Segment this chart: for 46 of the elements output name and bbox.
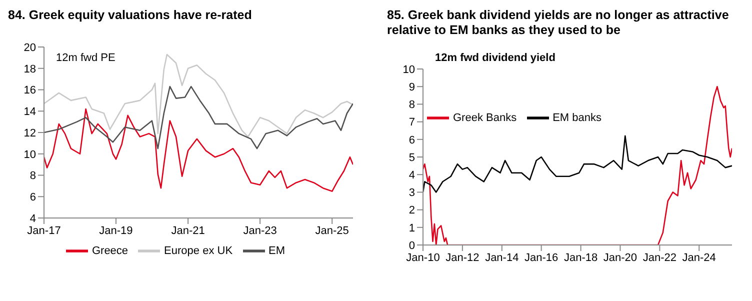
legend-label: Europe ex UK	[164, 244, 233, 257]
y-axis-title: 12m fwd PE	[56, 52, 116, 64]
y-tick-label: 2	[408, 204, 415, 217]
line-series	[44, 54, 353, 138]
y-tick-label: 3	[408, 187, 415, 200]
x-tick-label: Jan-10	[406, 252, 440, 264]
y-tick-label: 8	[30, 170, 36, 182]
chart-title: 84. Greek equity valuations have re-rated	[8, 8, 253, 24]
y-axis-title: 12m fwd dividend yield	[435, 52, 556, 64]
y-tick-label: 9	[408, 82, 415, 94]
x-tick-label: Jan-16	[524, 252, 558, 264]
x-tick-label: Jan-22	[642, 252, 677, 264]
y-tick-label: 6	[408, 134, 415, 146]
x-tick-label: Jan-19	[99, 224, 133, 237]
y-tick-label: 10	[402, 64, 415, 76]
x-tick-label: Jan-25	[315, 224, 349, 237]
x-tick-label: Jan-20	[603, 252, 638, 264]
y-tick-label: 18	[24, 63, 36, 76]
y-tick-label: 16	[24, 84, 36, 97]
legend-label: Greece	[92, 244, 128, 257]
y-tick-label: 14	[24, 106, 36, 118]
y-tick-label: 1	[408, 222, 415, 234]
legend-label: EM	[268, 244, 286, 257]
y-tick-label: 7	[408, 116, 415, 129]
y-tick-label: 0	[408, 240, 415, 252]
y-tick-label: 10	[24, 148, 36, 161]
legend-label: EM banks	[552, 112, 602, 124]
line-series	[44, 108, 353, 192]
x-tick-label: Jan-21	[171, 224, 205, 237]
x-tick-label: Jan-17	[27, 224, 61, 237]
y-tick-label: 5	[408, 152, 415, 164]
line-series	[423, 135, 732, 193]
legend-label: Greek Banks	[453, 112, 517, 124]
x-tick-label: Jan-12	[446, 252, 480, 264]
y-tick-label: 12	[24, 127, 36, 140]
y-tick-label: 8	[408, 99, 415, 112]
x-tick-label: Jan-24	[682, 252, 716, 264]
y-tick-label: 4	[408, 170, 415, 182]
chart-title: 85. Greek bank dividend yields are no longer as attractive relative to EM banks as they used to be	[387, 8, 730, 39]
x-tick-label: Jan-14	[485, 252, 519, 264]
y-tick-label: 20	[24, 42, 36, 54]
line-series	[44, 86, 353, 150]
y-tick-label: 4	[30, 212, 36, 225]
x-tick-label: Jan-23	[243, 224, 277, 237]
y-tick-label: 6	[30, 192, 36, 204]
x-tick-label: Jan-18	[564, 252, 598, 264]
